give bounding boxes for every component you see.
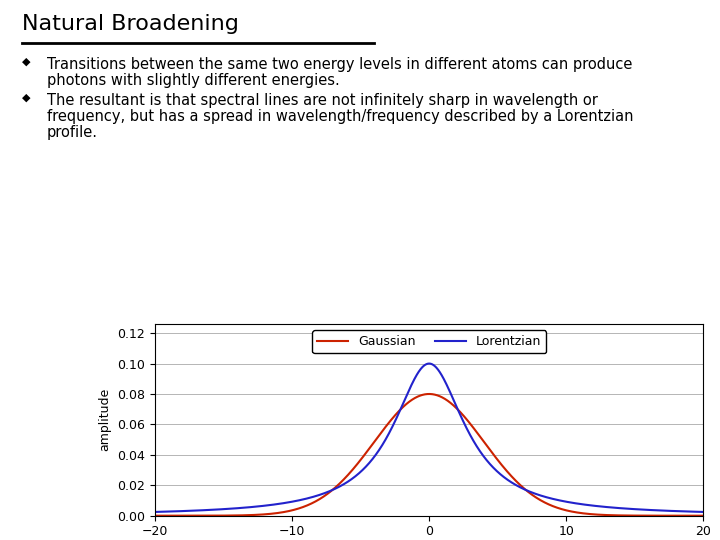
Legend: Gaussian, Lorentzian: Gaussian, Lorentzian — [312, 330, 546, 353]
Lorentzian — [418, 364, 426, 371]
Lorentzian — [582, 502, 591, 508]
Text: Transitions between the same two energy levels in different atoms can produce: Transitions between the same two energy … — [47, 57, 632, 72]
Lorentzian — [425, 360, 433, 367]
Text: photons with slightly different energies.: photons with slightly different energies… — [47, 73, 340, 88]
Lorentzian — [402, 392, 411, 398]
Gaussian — [683, 512, 692, 519]
Y-axis label: amplitude: amplitude — [99, 388, 112, 451]
Gaussian — [425, 391, 433, 397]
Line: Lorentzian: Lorentzian — [155, 363, 703, 512]
Gaussian — [699, 512, 708, 519]
Text: profile.: profile. — [47, 125, 98, 140]
Gaussian — [683, 512, 692, 519]
Lorentzian — [150, 509, 159, 515]
Gaussian — [582, 510, 591, 517]
Gaussian — [150, 512, 159, 519]
Gaussian — [179, 512, 187, 519]
Lorentzian — [699, 509, 708, 515]
Text: ◆: ◆ — [22, 57, 30, 67]
Text: The resultant is that spectral lines are not infinitely sharp in wavelength or: The resultant is that spectral lines are… — [47, 93, 598, 108]
Gaussian — [402, 400, 411, 407]
Lorentzian — [179, 508, 187, 514]
Line: Gaussian: Gaussian — [155, 394, 703, 516]
Gaussian — [418, 392, 426, 399]
Lorentzian — [683, 508, 692, 515]
Lorentzian — [683, 508, 692, 515]
Text: ◆: ◆ — [22, 93, 30, 103]
Text: frequency, but has a spread in wavelength/frequency described by a Lorentzian: frequency, but has a spread in wavelengt… — [47, 109, 634, 124]
Text: Natural Broadening: Natural Broadening — [22, 14, 238, 33]
